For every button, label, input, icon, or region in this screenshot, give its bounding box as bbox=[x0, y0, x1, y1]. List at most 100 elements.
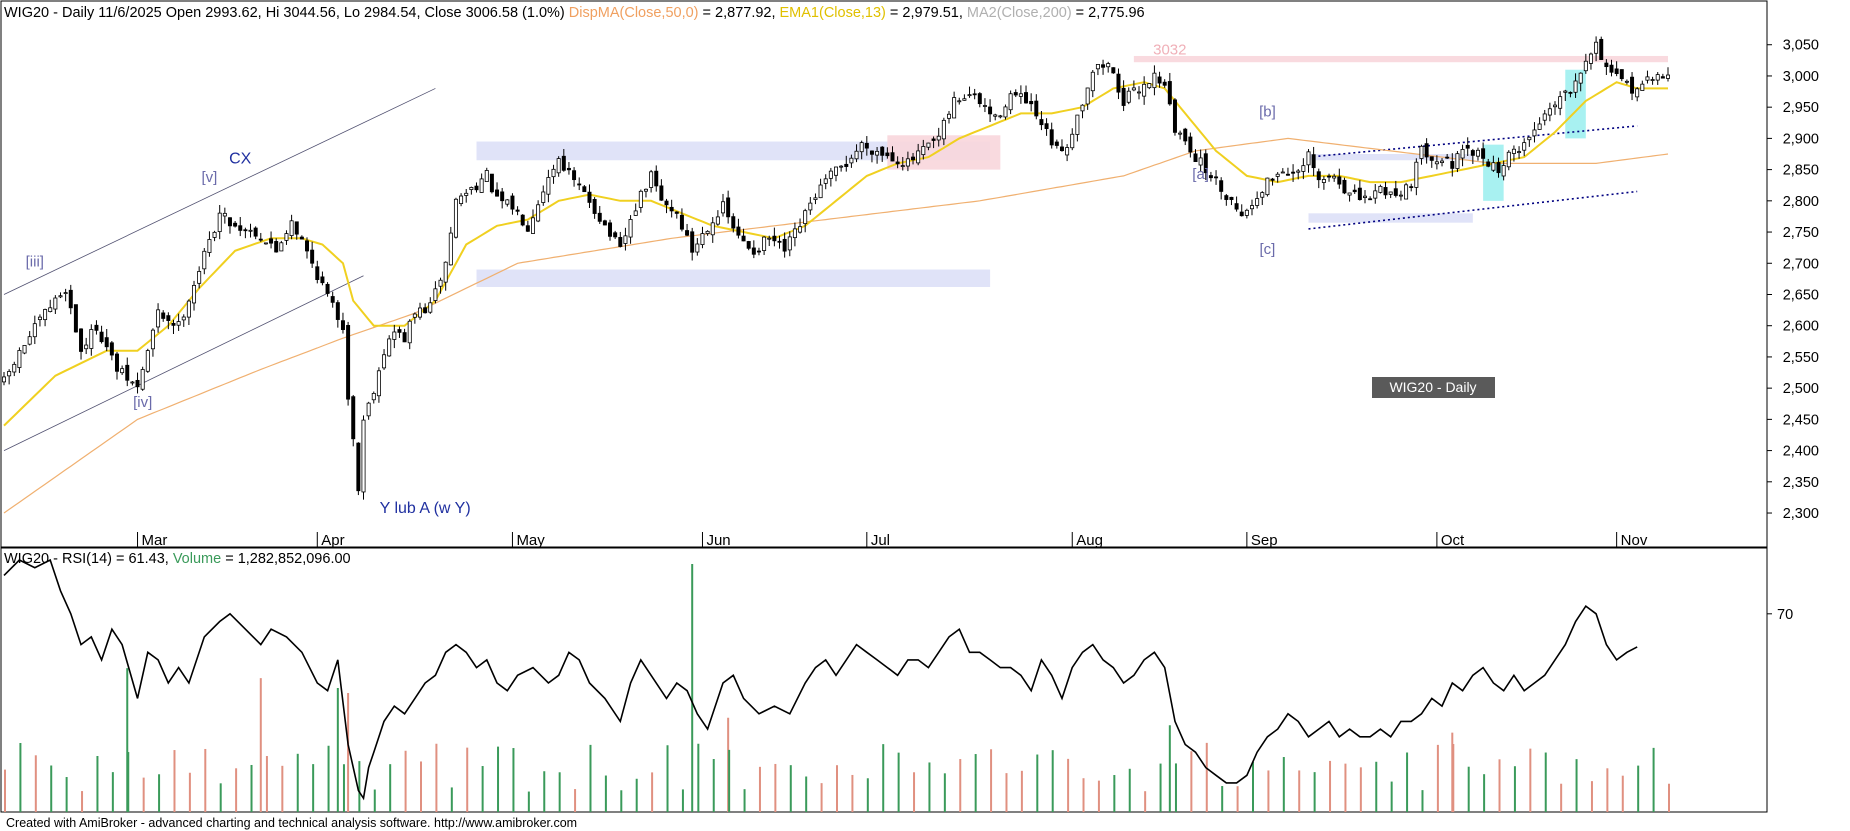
candle-up bbox=[900, 165, 905, 167]
candle-up bbox=[376, 370, 381, 397]
candle-down bbox=[869, 150, 874, 155]
candle-down bbox=[1470, 150, 1475, 156]
candle-up bbox=[464, 192, 469, 196]
candle-down bbox=[911, 156, 916, 161]
footer-credit: Created with AmiBroker - advanced charti… bbox=[6, 816, 577, 830]
candle-up bbox=[145, 350, 150, 372]
candle-up bbox=[916, 150, 921, 164]
candle-down bbox=[1034, 100, 1039, 117]
candle-down bbox=[109, 342, 114, 356]
candle-up bbox=[1650, 79, 1655, 81]
candle-up bbox=[1455, 153, 1460, 169]
candle-down bbox=[664, 200, 669, 206]
price-tick-label: 3,050 bbox=[1783, 38, 1819, 54]
candle-down bbox=[325, 283, 330, 294]
price-tick-label: 2,650 bbox=[1783, 287, 1819, 303]
candle-down bbox=[746, 241, 751, 249]
candle-down bbox=[1059, 146, 1064, 152]
candle-down bbox=[669, 206, 674, 212]
candle-down bbox=[227, 217, 232, 227]
candle-down bbox=[1203, 153, 1208, 174]
candle-up bbox=[633, 210, 638, 216]
candle-up bbox=[438, 279, 443, 287]
rsi-line bbox=[3, 558, 1638, 801]
candle-down bbox=[1352, 189, 1357, 193]
candle-down bbox=[1445, 156, 1450, 159]
candle-down bbox=[1486, 161, 1491, 167]
candle-down bbox=[274, 241, 279, 253]
volume-value: = 1,282,852,096.00 bbox=[221, 551, 350, 567]
candle-down bbox=[310, 249, 315, 264]
candle-down bbox=[320, 276, 325, 284]
candle-down bbox=[685, 230, 690, 236]
candle-up bbox=[1635, 88, 1640, 98]
candle-down bbox=[1044, 123, 1049, 130]
candle-up bbox=[1434, 161, 1439, 165]
candle-down bbox=[346, 325, 351, 400]
candle-up bbox=[382, 354, 387, 369]
candle-up bbox=[53, 297, 58, 310]
candle-up bbox=[212, 231, 217, 238]
candle-up bbox=[721, 201, 726, 214]
candle-up bbox=[412, 313, 417, 318]
candle-up bbox=[998, 115, 1003, 118]
candle-up bbox=[484, 170, 489, 182]
candle-up bbox=[197, 271, 202, 284]
candle-up bbox=[952, 97, 957, 119]
candle-up bbox=[982, 105, 987, 107]
candle-up bbox=[1106, 63, 1111, 68]
candle-down bbox=[674, 211, 679, 214]
candle-down bbox=[972, 93, 977, 96]
time-tick-label: Aug bbox=[1076, 532, 1103, 549]
ema-value: = 2,979.51, bbox=[886, 5, 963, 21]
candle-up bbox=[1517, 151, 1522, 154]
candle-down bbox=[68, 289, 73, 309]
candle-up bbox=[202, 250, 207, 270]
candle-up bbox=[1306, 151, 1311, 166]
candle-down bbox=[618, 236, 623, 247]
candle-down bbox=[726, 197, 731, 218]
candle-down bbox=[659, 185, 664, 201]
candle-up bbox=[1594, 41, 1599, 54]
candle-down bbox=[1424, 143, 1429, 158]
candle-up bbox=[1491, 162, 1496, 171]
candle-up bbox=[505, 199, 510, 205]
candle-up bbox=[1142, 83, 1147, 97]
candle-up bbox=[140, 369, 145, 390]
candle-up bbox=[392, 331, 397, 340]
candle-up bbox=[993, 114, 998, 117]
candle-up bbox=[284, 233, 289, 241]
candle-down bbox=[294, 221, 299, 235]
candle-up bbox=[1301, 165, 1306, 172]
candle-up bbox=[1501, 165, 1506, 177]
candle-down bbox=[1630, 76, 1635, 94]
wave-label-iii: [iii] bbox=[26, 253, 44, 270]
price-panel-frame bbox=[0, 0, 1768, 548]
candle-up bbox=[828, 170, 833, 179]
candle-down bbox=[885, 152, 890, 157]
candle-up bbox=[1460, 149, 1465, 159]
price-tick-label: 2,450 bbox=[1783, 412, 1819, 428]
price-axis: 2,300 2,350 2,400 2,450 2,500 2,550 2,600 2,650… bbox=[1767, 38, 1819, 522]
candle-up bbox=[459, 195, 464, 204]
candle-up bbox=[849, 157, 854, 164]
candle-down bbox=[1183, 128, 1188, 142]
candle-up bbox=[1147, 83, 1152, 89]
candle-down bbox=[402, 332, 407, 343]
candle-up bbox=[418, 307, 422, 318]
candle-down bbox=[582, 186, 587, 193]
moving-average-lines bbox=[3, 81, 1669, 514]
candle-up bbox=[1578, 72, 1583, 84]
candle-down bbox=[525, 225, 530, 232]
candle-down bbox=[489, 173, 494, 193]
candle-up bbox=[32, 323, 37, 338]
candle-up bbox=[192, 284, 197, 304]
candle-up bbox=[433, 288, 438, 301]
candle-up bbox=[556, 158, 561, 174]
candle-up bbox=[638, 190, 643, 208]
candle-up bbox=[407, 320, 412, 344]
candle-up bbox=[1373, 190, 1378, 199]
candle-up bbox=[1506, 151, 1511, 168]
candle-up bbox=[1347, 192, 1352, 196]
candle-up bbox=[1583, 60, 1588, 72]
